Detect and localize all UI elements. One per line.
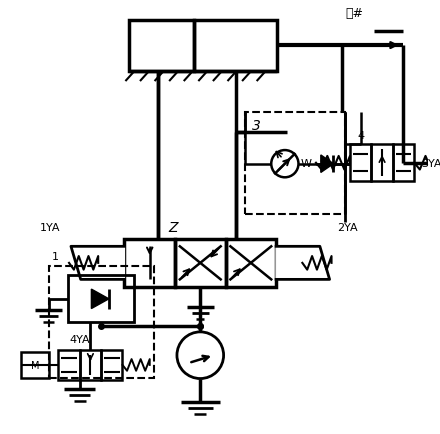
Text: 2YA: 2YA	[337, 222, 357, 232]
Text: M: M	[31, 360, 39, 370]
Bar	[226, 239, 276, 287]
Text: W: W	[301, 158, 312, 168]
Bar	[80, 351, 101, 380]
Text: 3YA: 3YA	[422, 158, 440, 168]
Bar	[245, 113, 345, 215]
Text: 1YA: 1YA	[39, 222, 60, 232]
Text: 进#: 进#	[346, 7, 364, 20]
Bar	[393, 145, 414, 182]
Bar	[350, 145, 371, 182]
Bar	[22, 352, 48, 378]
Text: 1: 1	[52, 251, 59, 261]
Polygon shape	[71, 247, 125, 280]
Polygon shape	[321, 155, 334, 173]
Bar	[175, 239, 226, 287]
Bar	[125, 239, 175, 287]
Bar	[59, 351, 80, 380]
Polygon shape	[92, 289, 109, 309]
Text: Z: Z	[169, 220, 178, 234]
Bar	[194, 21, 277, 72]
Polygon shape	[276, 247, 330, 280]
Text: 3: 3	[252, 118, 261, 132]
Bar	[371, 145, 393, 182]
Text: 4YA: 4YA	[70, 334, 90, 344]
Bar	[129, 21, 194, 72]
Bar	[48, 266, 154, 378]
Bar	[101, 351, 122, 380]
Bar	[68, 276, 134, 322]
Text: 4: 4	[357, 131, 364, 141]
